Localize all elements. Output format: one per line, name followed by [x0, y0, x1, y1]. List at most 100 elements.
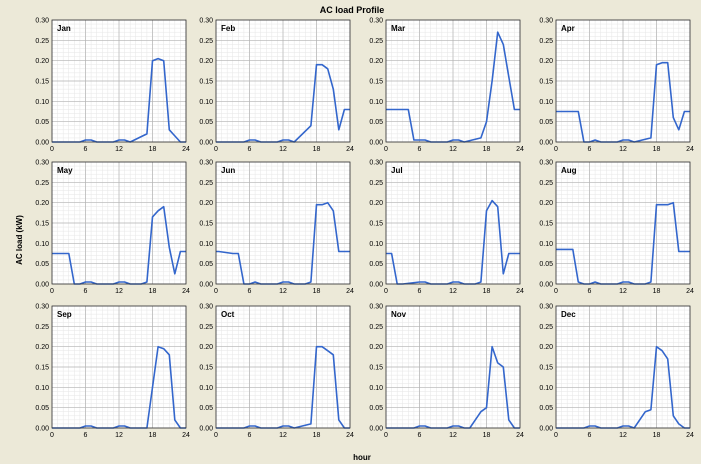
- x-tick-label: 12: [115, 146, 123, 153]
- data-point: [650, 409, 652, 411]
- data-point: [310, 125, 312, 127]
- data-point: [594, 281, 596, 283]
- y-tick-label: 0.00: [35, 426, 49, 433]
- data-point: [338, 251, 340, 253]
- panel-label: Jan: [57, 24, 71, 33]
- y-tick-label: 0.05: [539, 119, 553, 126]
- y-tick-label: 0.10: [539, 99, 553, 106]
- y-tick-label: 0.25: [369, 180, 383, 187]
- y-tick-label: 0.10: [369, 385, 383, 392]
- x-tick-label: 12: [115, 432, 123, 439]
- x-tick-label: 18: [149, 288, 157, 295]
- y-tick-label: 0.00: [539, 140, 553, 147]
- data-point: [254, 139, 256, 141]
- data-point: [163, 348, 165, 350]
- panel-label: May: [57, 166, 73, 175]
- panel-label: Mar: [391, 24, 405, 33]
- y-tick-label: 0.25: [35, 180, 49, 187]
- series-line-jun: [216, 201, 350, 285]
- panels: 0.00 0.05 0.10 0.15 0.20 0.25 0.30 0 6 12 18 24 Jan 0…: [35, 18, 694, 440]
- x-tick-label: 6: [418, 432, 422, 439]
- data-point: [497, 206, 499, 208]
- x-tick-label: 24: [346, 432, 354, 439]
- x-tick-label: 6: [588, 146, 592, 153]
- data-point: [628, 425, 630, 427]
- plot-frame: [51, 305, 187, 429]
- x-tick-label: 6: [84, 288, 88, 295]
- x-tick-label: 18: [483, 146, 491, 153]
- data-point: [589, 425, 591, 427]
- x-tick-label: 6: [248, 432, 252, 439]
- x-tick-label: 24: [516, 146, 524, 153]
- data-point: [85, 139, 87, 141]
- y-tick-label: 0.20: [369, 200, 383, 207]
- y-tick-label: 0.20: [369, 344, 383, 351]
- data-point: [491, 200, 493, 202]
- panel-label: Feb: [221, 24, 235, 33]
- y-tick-label: 0.10: [199, 99, 213, 106]
- data-point: [672, 415, 674, 417]
- data-point: [124, 139, 126, 141]
- data-point: [502, 44, 504, 46]
- y-tick-label: 0.20: [539, 200, 553, 207]
- y-tick-label: 0.25: [539, 180, 553, 187]
- x-tick-label: 24: [346, 146, 354, 153]
- y-tick-label: 0.05: [539, 405, 553, 412]
- y-tick-label: 0.05: [369, 119, 383, 126]
- data-point: [174, 419, 176, 421]
- data-point: [514, 253, 516, 255]
- y-tick-label: 0.25: [199, 324, 213, 331]
- y-axis-label: AC load (kW): [15, 215, 24, 265]
- data-point: [54, 253, 56, 255]
- data-point: [238, 253, 240, 255]
- x-tick-label: 18: [149, 146, 157, 153]
- x-tick-label: 24: [516, 432, 524, 439]
- data-point: [254, 281, 256, 283]
- data-point: [628, 139, 630, 141]
- x-tick-label: 6: [248, 146, 252, 153]
- y-tick-label: 0.05: [35, 119, 49, 126]
- y-tick-label: 0.15: [369, 79, 383, 86]
- y-tick-label: 0.00: [369, 140, 383, 147]
- data-point: [628, 281, 630, 283]
- plot-frame: [385, 19, 521, 143]
- data-point: [282, 139, 284, 141]
- y-tick-label: 0.05: [369, 405, 383, 412]
- data-point: [396, 109, 398, 111]
- y-tick-label: 0.15: [199, 79, 213, 86]
- data-point: [310, 281, 312, 283]
- data-point: [458, 425, 460, 427]
- x-tick-label: 0: [214, 288, 218, 295]
- y-tick-label: 0.30: [369, 18, 383, 25]
- x-tick-label: 6: [418, 288, 422, 295]
- y-tick-label: 0.15: [35, 221, 49, 228]
- y-tick-label: 0.30: [199, 18, 213, 25]
- data-point: [508, 253, 510, 255]
- x-tick-label: 0: [50, 288, 54, 295]
- x-tick-label: 18: [313, 432, 321, 439]
- data-point: [486, 407, 488, 409]
- data-point: [678, 251, 680, 253]
- y-tick-label: 0.10: [35, 385, 49, 392]
- data-point: [168, 354, 170, 356]
- x-tick-label: 24: [686, 432, 694, 439]
- data-point: [594, 139, 596, 141]
- plot-frame: [215, 19, 351, 143]
- data-point: [118, 139, 120, 141]
- x-tick-label: 18: [653, 288, 661, 295]
- plot-frame: [555, 161, 691, 285]
- y-tick-label: 0.10: [199, 385, 213, 392]
- y-tick-label: 0.10: [369, 241, 383, 248]
- data-point: [424, 139, 426, 141]
- data-point: [656, 64, 658, 66]
- y-tick-label: 0.20: [369, 58, 383, 65]
- y-tick-label: 0.00: [539, 426, 553, 433]
- panel-label: Nov: [391, 310, 407, 319]
- x-tick-label: 12: [279, 146, 287, 153]
- x-tick-label: 0: [384, 146, 388, 153]
- x-tick-label: 24: [686, 288, 694, 295]
- y-tick-label: 0.25: [369, 38, 383, 45]
- y-tick-label: 0.00: [35, 140, 49, 147]
- data-point: [288, 425, 290, 427]
